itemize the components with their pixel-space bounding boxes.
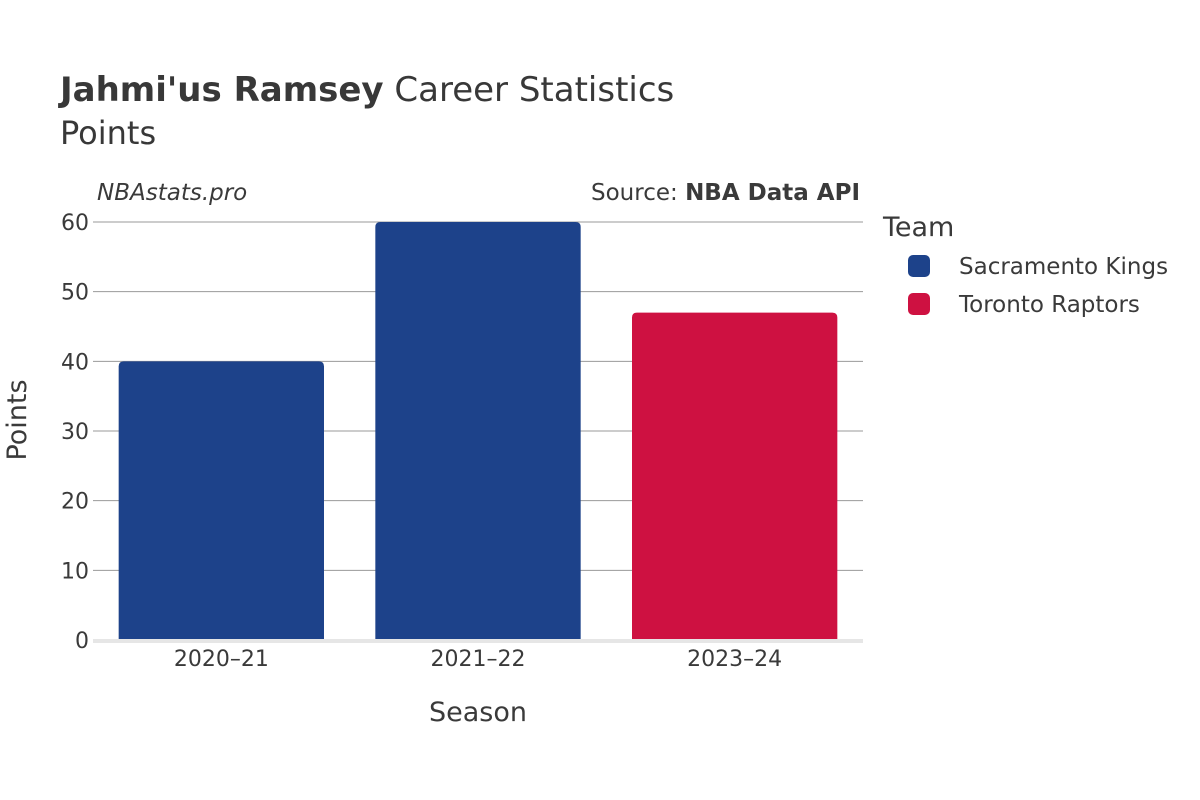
bars bbox=[93, 222, 863, 643]
site-credit: NBAstats.pro bbox=[97, 180, 247, 206]
y-tick-label: 0 bbox=[75, 629, 89, 654]
x-axis-title: Season bbox=[429, 697, 527, 728]
x-tick-label: 2023–24 bbox=[687, 647, 782, 672]
legend-swatch bbox=[908, 293, 930, 315]
y-axis-ticks: 0 10 20 30 40 50 60 bbox=[61, 211, 89, 654]
bar bbox=[118, 361, 325, 640]
y-tick-label: 50 bbox=[61, 281, 89, 306]
y-tick-label: 10 bbox=[61, 559, 89, 584]
y-tick-label: 20 bbox=[61, 490, 89, 515]
data-source: Source: NBA Data API bbox=[591, 180, 860, 206]
legend-swatch bbox=[908, 255, 930, 277]
legend: Team Sacramento Kings Toronto Raptors bbox=[882, 212, 1168, 318]
legend-label: Toronto Raptors bbox=[958, 292, 1140, 318]
y-tick-label: 40 bbox=[61, 350, 89, 375]
legend-label: Sacramento Kings bbox=[959, 254, 1168, 280]
bar bbox=[632, 312, 838, 640]
x-tick-label: 2020–21 bbox=[174, 647, 269, 672]
chart-title: Jahmi'us Ramsey Career Statistics bbox=[58, 70, 674, 110]
bar bbox=[375, 222, 581, 640]
y-tick-label: 30 bbox=[61, 420, 89, 445]
title-rest: Career Statistics bbox=[384, 70, 675, 110]
legend-title: Team bbox=[882, 212, 954, 243]
x-axis-ticks: 2020–21 2021–22 2023–24 bbox=[174, 647, 782, 672]
y-axis-title: Points bbox=[2, 379, 33, 460]
source-name: NBA Data API bbox=[685, 180, 860, 206]
x-tick-label: 2021–22 bbox=[431, 647, 526, 672]
player-name: Jahmi'us Ramsey bbox=[58, 70, 384, 110]
source-prefix: Source: bbox=[591, 180, 685, 206]
y-tick-label: 60 bbox=[61, 211, 89, 236]
chart-subtitle: Points bbox=[60, 114, 156, 152]
